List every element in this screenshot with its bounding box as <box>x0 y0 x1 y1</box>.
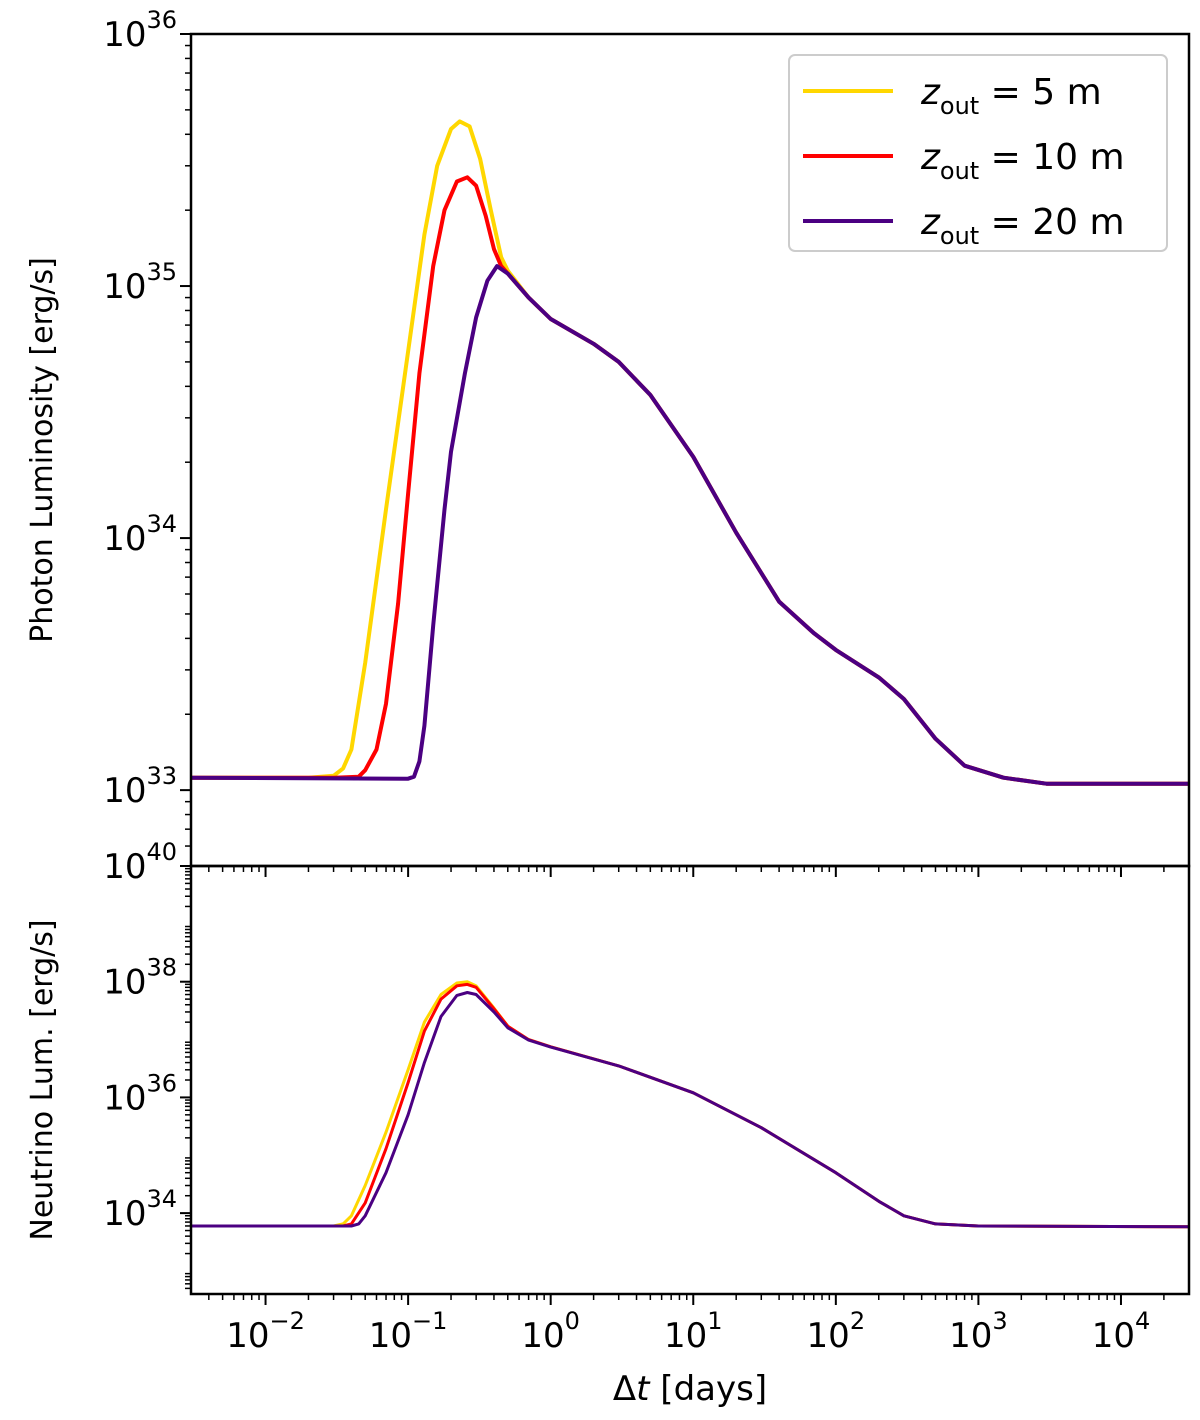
photon-y-tick-label: 1033 <box>103 762 177 811</box>
neutrino-y-ticks: 1034 1036 1038 1040 <box>103 838 191 1290</box>
legend: zout = 5 m zout = 10 m zout = 20 m <box>788 54 1168 252</box>
neutrino-series-line-3 <box>191 991 1189 1229</box>
neutrino-plot-frame <box>189 864 1191 1296</box>
neutrino-x-ticks: 10−2 10−1 100 101 102 103 104 <box>208 1294 1165 1356</box>
neutrino-x-tick-label: 100 <box>521 1307 580 1356</box>
photon-series-line-3 <box>191 264 1189 786</box>
neutrino-x-tick-label: 101 <box>664 1307 723 1356</box>
neutrino-series-line-2 <box>191 982 1189 1229</box>
legend-entries: zout = 5 m zout = 10 m zout = 20 m <box>803 72 1125 250</box>
neutrino-x-tick-label: 104 <box>1092 1307 1151 1356</box>
x-axis-label: Δt [days] <box>613 1369 767 1409</box>
legend-label: zout = 10 m <box>920 137 1125 185</box>
photon-panel: 1033 1034 1035 1036 Photon Luminosity [erg/… <box>25 6 1191 877</box>
photon-y-tick-label: 1035 <box>103 258 177 307</box>
neutrino-x-tick-label: 103 <box>949 1307 1008 1356</box>
neutrino-y-tick-label: 1036 <box>103 1069 177 1118</box>
neutrino-y-tick-label: 1034 <box>103 1185 177 1234</box>
neutrino-x-tick-label: 102 <box>807 1307 866 1356</box>
photon-y-axis-label: Photon Luminosity [erg/s] <box>25 257 60 643</box>
photon-y-ticks: 1033 1034 1035 1036 <box>103 6 191 867</box>
photon-series-group <box>191 119 1189 786</box>
neutrino-series-line-1 <box>191 980 1189 1229</box>
neutrino-x-tick-label: 10−1 <box>369 1307 448 1356</box>
legend-label: zout = 20 m <box>920 202 1125 250</box>
neutrino-y-axis-label: Neutrino Lum. [erg/s] <box>25 919 60 1240</box>
legend-label: zout = 5 m <box>920 72 1102 120</box>
photon-series-line-2 <box>191 175 1189 786</box>
legend-box <box>788 54 1168 252</box>
neutrino-x-tick-label: 10−2 <box>226 1307 305 1356</box>
photon-y-tick-label: 1034 <box>103 510 177 559</box>
neutrino-y-tick-label: 1040 <box>103 838 177 887</box>
neutrino-y-tick-label: 1038 <box>103 954 177 1003</box>
neutrino-series-group <box>191 980 1189 1229</box>
neutrino-panel: 1034 1036 1038 1040 10−2 10−1 100 101 102 103 104… <box>25 838 1191 1409</box>
photon-y-tick-label: 1036 <box>103 6 177 55</box>
photon-x-ticks <box>208 866 1165 877</box>
